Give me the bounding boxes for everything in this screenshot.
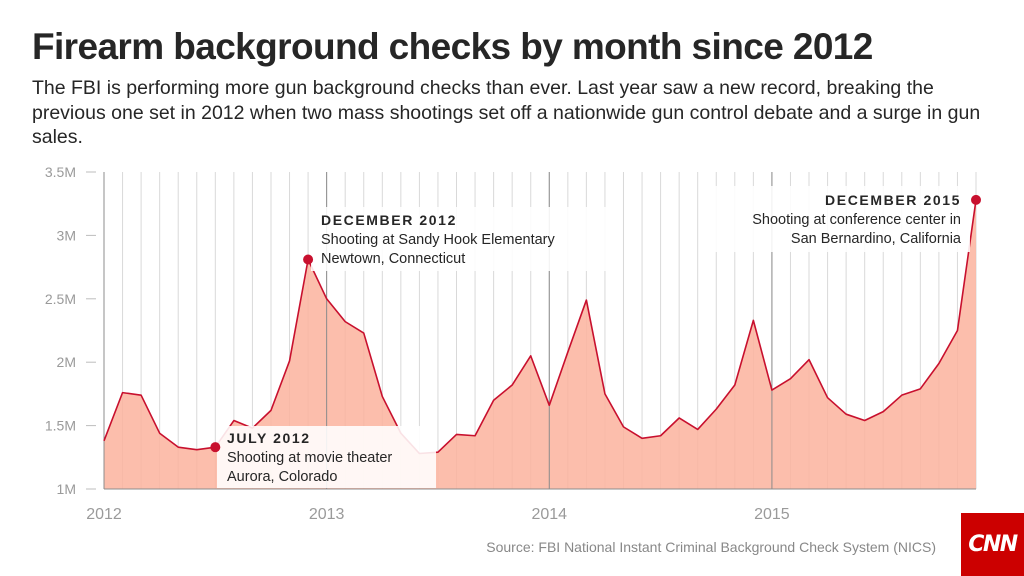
cnn-logo: CNN — [961, 513, 1024, 576]
y-tick-label: 1.5M — [45, 418, 76, 434]
y-tick-label: 1M — [57, 481, 76, 497]
annotation-text: Aurora, Colorado — [227, 469, 337, 485]
y-tick-label: 3M — [57, 227, 76, 243]
annotation-box — [217, 426, 436, 488]
annotation-point — [971, 194, 981, 205]
annotation-2015-12: DECEMBER 2015 Shooting at conference cent… — [702, 186, 970, 252]
annotation-heading: DECEMBER 2012 — [321, 212, 457, 228]
annotation-text: Shooting at Sandy Hook Elementary — [321, 232, 555, 248]
annotation-point — [303, 254, 314, 265]
annotation-text: Shooting at conference center in — [752, 212, 961, 228]
annotation-box — [702, 186, 970, 252]
annotation-text: Shooting at movie theater — [227, 450, 392, 466]
annotation-box — [311, 207, 607, 271]
annotation-heading: JULY 2012 — [227, 430, 311, 446]
y-tick-label: 3.5M — [45, 164, 76, 180]
y-tick-label: 2M — [57, 354, 76, 370]
annotation-2012-07: JULY 2012 Shooting at movie theater Aurora… — [217, 426, 436, 488]
x-tick-label: 2015 — [754, 506, 790, 523]
y-tick-label: 2.5M — [45, 291, 76, 307]
annotation-2012-12: DECEMBER 2012 Shooting at Sandy Hook Elem… — [311, 207, 607, 271]
x-tick-label: 2013 — [309, 506, 345, 523]
x-tick-label: 2014 — [531, 506, 567, 523]
chart-subtitle: The FBI is performing more gun backgroun… — [32, 77, 981, 148]
chart-title: Firearm background checks by month since… — [32, 26, 873, 67]
annotation-point — [210, 442, 221, 453]
annotation-heading: DECEMBER 2015 — [825, 192, 961, 208]
series-area — [104, 199, 976, 489]
annotation-text: Newtown, Connecticut — [321, 251, 465, 267]
source-note: Source: FBI National Instant Criminal Ba… — [486, 539, 936, 555]
x-tick-label: 2012 — [86, 506, 122, 523]
annotation-text: San Bernardino, California — [791, 231, 962, 247]
